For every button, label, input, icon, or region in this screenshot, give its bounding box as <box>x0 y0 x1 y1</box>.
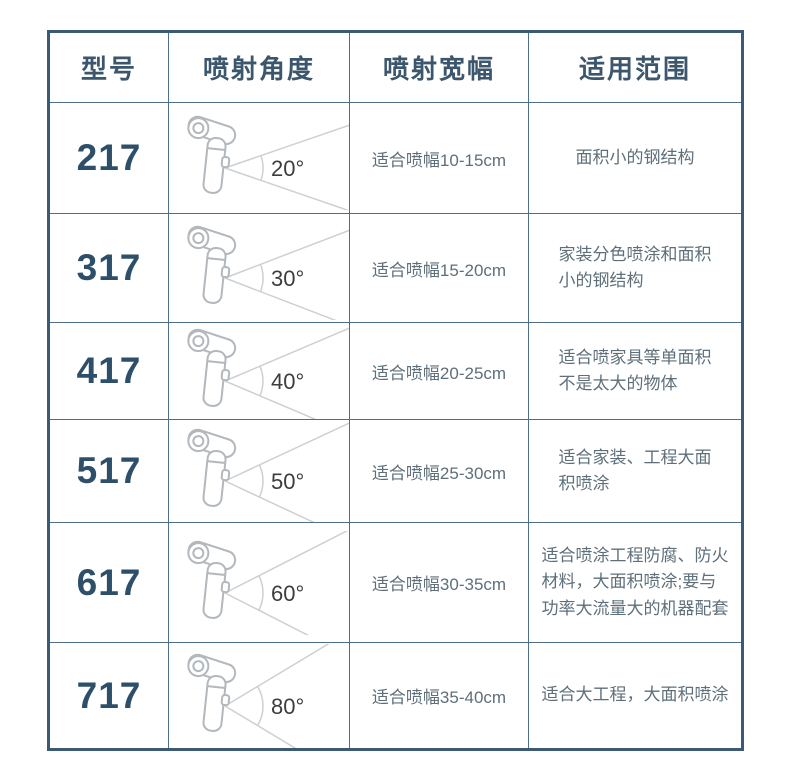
model-number-text: 717 <box>76 674 142 716</box>
spray-angle-cell: 20° <box>169 103 350 214</box>
spray-width-cell: 适合喷幅15-20cm <box>350 214 529 323</box>
model-number: 217 <box>50 103 169 214</box>
spray-angle-icon: 50° <box>187 422 349 522</box>
spray-width-cell: 适合喷幅30-35cm <box>350 523 529 643</box>
header-applicable-range: 适用范围 <box>529 33 741 103</box>
spray-tip-spec-table: 型号 喷射角度 喷射宽幅 适用范围 217 20° 适合喷幅10-15cm 面积… <box>47 30 744 751</box>
applicable-range-text: 适合家装、工程大面 积喷涂 <box>558 447 712 493</box>
model-number-text: 317 <box>76 247 142 288</box>
spray-angle-cell: 60° <box>169 523 350 643</box>
spray-width-text: 适合喷幅35-40cm <box>371 688 507 707</box>
applicable-range-text: 家装分色喷涂和面积 小的钢结构 <box>558 244 712 290</box>
spray-angle-icon: 80° <box>187 643 330 748</box>
spray-width-cell: 适合喷幅10-15cm <box>350 103 529 214</box>
svg-text:50°: 50° <box>271 469 304 494</box>
spray-angle-cell: 80° <box>169 643 350 748</box>
header-spray-width: 喷射宽幅 <box>350 33 529 103</box>
model-number-text: 417 <box>76 350 142 391</box>
model-number: 617 <box>50 523 169 643</box>
spray-width-cell: 适合喷幅25-30cm <box>350 420 529 523</box>
applicable-range-text: 适合喷涂工程防腐、防火 材料，大面积喷涂;要与 功率大流量大的机器配套 <box>541 545 729 618</box>
svg-text:40°: 40° <box>271 369 304 394</box>
svg-text:30°: 30° <box>271 266 304 291</box>
spray-width-text: 适合喷幅30-35cm <box>371 575 507 594</box>
spray-angle-cell: 40° <box>169 323 350 420</box>
applicable-range-cell: 适合家装、工程大面 积喷涂 <box>529 420 741 523</box>
model-number-text: 617 <box>76 561 142 603</box>
applicable-range-cell: 适合喷家具等单面积 不是太大的物体 <box>529 323 741 420</box>
applicable-range-cell: 面积小的钢结构 <box>529 103 741 214</box>
spray-width-text: 适合喷幅15-20cm <box>371 260 507 280</box>
header-applicable-range-label: 适用范围 <box>578 54 691 84</box>
applicable-range-text: 面积小的钢结构 <box>575 147 695 167</box>
header-model: 型号 <box>50 33 169 103</box>
applicable-range-cell: 适合大工程，大面积喷涂 <box>529 643 741 748</box>
spray-angle-cell: 50° <box>169 420 350 523</box>
model-number: 317 <box>50 214 169 323</box>
svg-text:20°: 20° <box>271 156 304 181</box>
svg-text:80°: 80° <box>271 694 304 719</box>
header-spray-width-label: 喷射宽幅 <box>382 54 495 84</box>
header-spray-angle-label: 喷射角度 <box>202 54 315 84</box>
applicable-range-text: 适合大工程，大面积喷涂 <box>541 685 729 705</box>
applicable-range-cell: 适合喷涂工程防腐、防火 材料，大面积喷涂;要与 功率大流量大的机器配套 <box>529 523 741 643</box>
spray-width-cell: 适合喷幅35-40cm <box>350 643 529 748</box>
spray-angle-icon: 60° <box>187 530 349 635</box>
model-number-text: 217 <box>76 137 142 178</box>
spray-angle-icon: 20° <box>187 115 349 210</box>
header-model-label: 型号 <box>80 54 137 84</box>
applicable-range-text: 适合喷家具等单面积 不是太大的物体 <box>558 347 712 393</box>
spray-width-text: 适合喷幅20-25cm <box>371 363 507 383</box>
model-number: 717 <box>50 643 169 748</box>
svg-text:60°: 60° <box>271 581 304 606</box>
spray-angle-cell: 30° <box>169 214 350 323</box>
model-number-text: 517 <box>76 450 142 491</box>
spray-angle-icon: 40° <box>187 327 349 419</box>
applicable-range-cell: 家装分色喷涂和面积 小的钢结构 <box>529 214 741 323</box>
spray-angle-icon: 30° <box>187 225 349 320</box>
spray-width-text: 适合喷幅10-15cm <box>371 150 507 170</box>
model-number: 417 <box>50 323 169 420</box>
spray-width-cell: 适合喷幅20-25cm <box>350 323 529 420</box>
model-number: 517 <box>50 420 169 523</box>
spray-width-text: 适合喷幅25-30cm <box>371 463 507 483</box>
header-spray-angle: 喷射角度 <box>169 33 350 103</box>
